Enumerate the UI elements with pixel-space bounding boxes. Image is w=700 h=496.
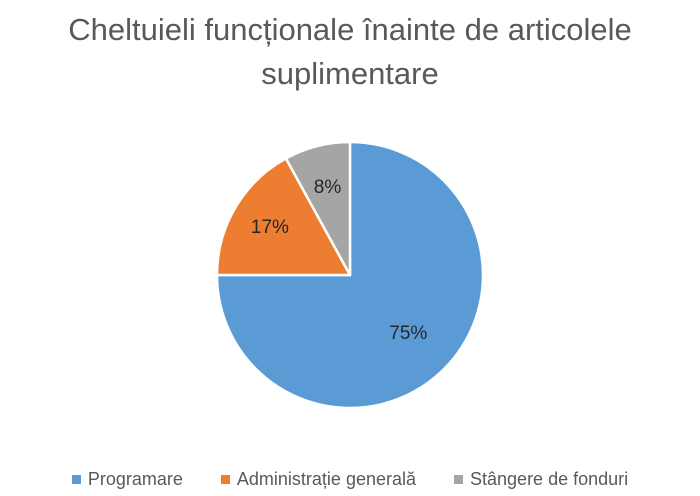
chart-legend: Programare Administrație generală Stânge… [0, 466, 700, 492]
legend-label-stangere-de-fonduri: Stângere de fonduri [470, 468, 629, 489]
legend-item-administratie-generala: Administrație generală [220, 468, 417, 490]
legend-label-programare: Programare [87, 468, 183, 489]
legend-swatch-programare [71, 474, 81, 484]
pie-slices [215, 140, 485, 410]
pie-data-label-programare: 75% [389, 323, 427, 344]
pie-data-label-administratie-generala: 17% [251, 217, 289, 238]
pie-data-labels: 75% 17% 8% [251, 177, 428, 344]
legend-label-administratie-generala: Administrație generală [236, 468, 417, 489]
pie-slice-stangere-de-fonduri [284, 140, 352, 277]
legend-swatch-stangere-de-fonduri [454, 474, 464, 484]
legend-item-programare: Programare [71, 468, 183, 490]
pie-data-label-stangere-de-fonduri: 8% [314, 177, 342, 198]
legend-item-stangere-de-fonduri: Stângere de fonduri [454, 469, 628, 490]
chart-title: Cheltuieli funcționale înainte de artico… [68, 12, 632, 91]
pie-slice-administratie-generala [215, 157, 352, 277]
legend-swatch-administratie-generala [220, 474, 230, 484]
